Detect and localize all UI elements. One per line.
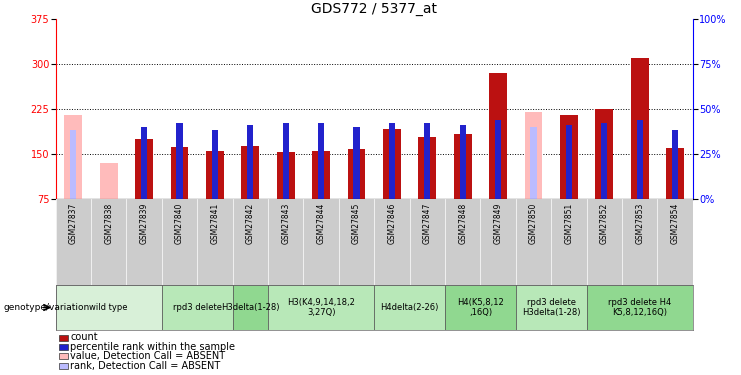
Bar bbox=[459, 125, 466, 199]
Text: GSM27840: GSM27840 bbox=[175, 203, 184, 244]
Text: H3delta(1-28): H3delta(1-28) bbox=[221, 303, 279, 312]
Text: rpd3 delete H4
K5,8,12,16Q): rpd3 delete H4 K5,8,12,16Q) bbox=[608, 298, 671, 317]
Bar bbox=[135, 139, 153, 199]
Bar bbox=[64, 115, 82, 199]
Text: GSM27848: GSM27848 bbox=[458, 203, 468, 244]
Bar bbox=[489, 73, 507, 199]
Text: count: count bbox=[70, 333, 98, 342]
Text: wild type: wild type bbox=[90, 303, 128, 312]
Bar bbox=[206, 151, 224, 199]
Bar bbox=[637, 120, 643, 199]
Text: GSM27843: GSM27843 bbox=[281, 203, 290, 244]
Bar bbox=[348, 149, 365, 199]
Bar bbox=[318, 123, 325, 199]
Text: rpd3 delete: rpd3 delete bbox=[173, 303, 222, 312]
Bar bbox=[100, 163, 118, 199]
Bar bbox=[631, 58, 648, 199]
Bar bbox=[666, 148, 684, 199]
Text: GSM27847: GSM27847 bbox=[423, 203, 432, 244]
Text: percentile rank within the sample: percentile rank within the sample bbox=[70, 342, 236, 352]
Text: genotype/variation: genotype/variation bbox=[4, 303, 90, 312]
Text: GSM27849: GSM27849 bbox=[494, 203, 502, 244]
Bar bbox=[247, 125, 253, 199]
Text: GSM27854: GSM27854 bbox=[671, 203, 679, 244]
Bar bbox=[141, 127, 147, 199]
Text: GSM27837: GSM27837 bbox=[69, 203, 78, 244]
Bar bbox=[277, 152, 294, 199]
Bar bbox=[566, 125, 572, 199]
Bar bbox=[268, 285, 374, 330]
Text: GSM27853: GSM27853 bbox=[635, 203, 644, 244]
Bar bbox=[212, 130, 218, 199]
Text: rank, Detection Call = ABSENT: rank, Detection Call = ABSENT bbox=[70, 361, 221, 370]
Text: H4delta(2-26): H4delta(2-26) bbox=[380, 303, 439, 312]
Text: GSM27841: GSM27841 bbox=[210, 203, 219, 244]
Text: GSM27851: GSM27851 bbox=[565, 203, 574, 244]
Bar bbox=[560, 115, 578, 199]
Bar bbox=[70, 130, 76, 199]
Bar bbox=[419, 137, 436, 199]
Text: GSM27842: GSM27842 bbox=[246, 203, 255, 244]
Bar bbox=[176, 123, 182, 199]
Text: GSM27845: GSM27845 bbox=[352, 203, 361, 244]
Text: GSM27844: GSM27844 bbox=[316, 203, 325, 244]
Bar bbox=[242, 146, 259, 199]
Text: value, Detection Call = ABSENT: value, Detection Call = ABSENT bbox=[70, 351, 225, 361]
Bar bbox=[162, 285, 233, 330]
Bar bbox=[525, 112, 542, 199]
Text: GSM27850: GSM27850 bbox=[529, 203, 538, 244]
Bar bbox=[389, 123, 395, 199]
Bar bbox=[424, 123, 431, 199]
Bar bbox=[383, 129, 401, 199]
Bar bbox=[596, 109, 613, 199]
Bar bbox=[170, 147, 188, 199]
Title: GDS772 / 5377_at: GDS772 / 5377_at bbox=[311, 2, 437, 16]
Bar bbox=[233, 285, 268, 330]
Bar bbox=[353, 127, 359, 199]
Bar bbox=[312, 151, 330, 199]
Bar bbox=[601, 123, 608, 199]
Bar bbox=[445, 285, 516, 330]
Bar bbox=[495, 120, 501, 199]
Bar bbox=[516, 285, 587, 330]
Text: GSM27838: GSM27838 bbox=[104, 203, 113, 244]
Bar bbox=[56, 285, 162, 330]
Text: GSM27839: GSM27839 bbox=[139, 203, 149, 244]
Bar bbox=[672, 130, 678, 199]
Text: GSM27852: GSM27852 bbox=[599, 203, 609, 244]
Bar bbox=[374, 285, 445, 330]
Bar bbox=[587, 285, 693, 330]
Text: H4(K5,8,12
,16Q): H4(K5,8,12 ,16Q) bbox=[457, 298, 504, 317]
Bar bbox=[453, 134, 471, 199]
Text: rpd3 delete
H3delta(1-28): rpd3 delete H3delta(1-28) bbox=[522, 298, 580, 317]
Text: H3(K4,9,14,18,2
3,27Q): H3(K4,9,14,18,2 3,27Q) bbox=[288, 298, 355, 317]
Bar bbox=[531, 127, 536, 199]
Bar bbox=[282, 123, 289, 199]
Text: GSM27846: GSM27846 bbox=[388, 203, 396, 244]
